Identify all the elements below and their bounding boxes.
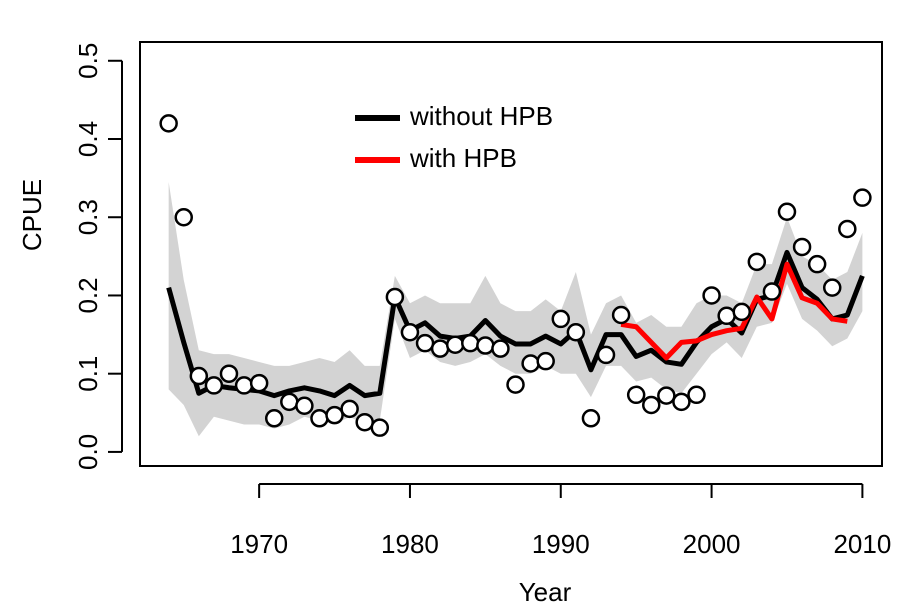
x-tick-label: 2010 xyxy=(833,529,891,559)
x-tick-label: 1990 xyxy=(532,529,590,559)
data-point xyxy=(747,252,767,272)
x-tick-label: 2000 xyxy=(683,529,741,559)
data-point xyxy=(596,345,616,365)
data-point xyxy=(581,409,601,428)
data-point xyxy=(174,207,193,227)
data-point xyxy=(611,305,631,325)
data-point xyxy=(264,409,284,428)
data-point xyxy=(792,237,812,257)
x-axis-label: Year xyxy=(519,577,572,607)
data-point xyxy=(159,114,178,133)
series-line xyxy=(620,261,848,361)
data-point xyxy=(385,287,405,307)
y-axis-label: CPUE xyxy=(17,179,47,251)
data-point xyxy=(807,254,827,274)
data-point xyxy=(642,395,661,415)
legend-label: with HPB xyxy=(409,143,517,173)
data-point xyxy=(702,286,721,305)
data-point xyxy=(355,412,374,432)
x-tick-label: 1970 xyxy=(230,529,288,559)
data-point xyxy=(853,188,872,207)
data-point xyxy=(295,396,314,416)
data-point xyxy=(234,376,254,395)
y-tick-label: 0.5 xyxy=(73,43,103,79)
data-point xyxy=(566,322,586,342)
data-point xyxy=(370,418,390,437)
data-point xyxy=(717,306,736,326)
data-point xyxy=(732,302,751,322)
data-point xyxy=(822,278,842,297)
y-tick-label: 0.3 xyxy=(73,199,103,235)
data-point xyxy=(476,336,495,355)
data-point xyxy=(430,339,450,358)
data-point xyxy=(340,399,359,419)
data-point xyxy=(551,309,571,329)
data-point xyxy=(461,333,480,353)
legend-label: without HPB xyxy=(409,101,553,131)
data-point xyxy=(506,375,525,394)
data-point xyxy=(189,366,209,386)
data-point xyxy=(325,405,344,425)
data-point xyxy=(280,392,299,412)
y-tick-label: 0.2 xyxy=(73,277,103,313)
plot-frame xyxy=(139,41,883,467)
data-point xyxy=(310,409,329,428)
data-point xyxy=(626,385,646,405)
data-point xyxy=(687,385,706,405)
data-point xyxy=(521,354,540,373)
data-point xyxy=(249,373,269,393)
confidence-band xyxy=(168,182,863,437)
data-point xyxy=(762,282,782,301)
data-point xyxy=(415,333,435,353)
data-point xyxy=(777,202,797,222)
y-tick-label: 0.4 xyxy=(73,121,103,157)
data-point xyxy=(672,392,691,412)
data-point xyxy=(491,339,510,358)
data-point xyxy=(838,219,857,239)
data-point xyxy=(219,364,239,383)
y-tick-label: 0.1 xyxy=(73,356,103,392)
y-tick-label: 0.0 xyxy=(73,434,103,470)
data-point xyxy=(657,386,676,405)
data-point xyxy=(400,322,420,342)
data-point xyxy=(445,335,465,354)
x-tick-label: 1980 xyxy=(381,529,439,559)
data-point xyxy=(536,351,555,371)
data-point xyxy=(204,376,224,395)
